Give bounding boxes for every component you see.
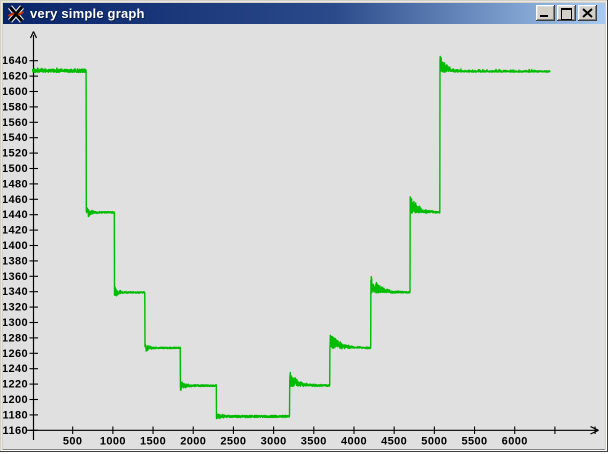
y-tick-label: 1280 xyxy=(3,332,28,344)
y-tick-label: 1300 xyxy=(3,317,28,329)
y-tick-label: 1520 xyxy=(3,148,28,160)
y-tick-label: 1580 xyxy=(3,101,28,113)
y-tick-label: 1180 xyxy=(3,409,28,421)
close-button[interactable] xyxy=(578,5,597,21)
y-tick-label: 1320 xyxy=(3,302,28,314)
window-title: very simple graph xyxy=(30,6,145,21)
x-tick-label: 5000 xyxy=(421,436,447,448)
x-tick-label: 1000 xyxy=(100,436,126,448)
y-tick-label: 1220 xyxy=(3,379,28,391)
y-tick-label: 1240 xyxy=(3,363,28,375)
x-tick-label: 5500 xyxy=(461,436,487,448)
y-tick-label: 1420 xyxy=(3,225,28,237)
y-tick-label: 1360 xyxy=(3,271,28,283)
y-tick-label: 1160 xyxy=(3,425,28,437)
x11-logo-graphic xyxy=(8,4,24,23)
y-tick-label: 1640 xyxy=(3,55,28,67)
x-tick-label: 1500 xyxy=(140,436,166,448)
y-tick-label: 1480 xyxy=(3,178,28,190)
minimize-button[interactable] xyxy=(536,5,555,21)
y-tick-label: 1440 xyxy=(3,209,28,221)
y-tick-label: 1540 xyxy=(3,132,28,144)
y-tick-label: 1340 xyxy=(3,286,28,298)
x-tick-label: 3500 xyxy=(301,436,327,448)
window-controls xyxy=(534,5,597,21)
x-tick-label: 4500 xyxy=(381,436,407,448)
minimize-icon xyxy=(540,15,548,17)
x-tick-label: 2500 xyxy=(220,436,246,448)
x-tick-label: 500 xyxy=(63,436,83,448)
y-tick-label: 1460 xyxy=(3,194,28,206)
data-curve xyxy=(31,55,551,420)
x-tick-label: 6000 xyxy=(502,436,528,448)
x-tick-label: 3000 xyxy=(261,436,287,448)
x-tick-label: 2000 xyxy=(180,436,206,448)
titlebar[interactable]: very simple graph xyxy=(3,3,605,24)
maximize-icon xyxy=(561,8,572,20)
y-tick-label: 1200 xyxy=(3,394,28,406)
maximize-button[interactable] xyxy=(557,5,576,21)
y-tick-label: 1560 xyxy=(3,117,28,129)
graph-canvas: 1640 1620 1600 1580 1560 1540 1520 1500 1480 1460… xyxy=(2,31,599,448)
y-axis-arrow-icon xyxy=(29,31,38,39)
y-tick-label: 1380 xyxy=(3,255,28,267)
y-tick-label: 1500 xyxy=(3,163,28,175)
y-tick-label: 1600 xyxy=(3,86,28,98)
x-axis-arrow-icon xyxy=(590,426,599,435)
y-tick-label: 1620 xyxy=(3,71,28,83)
y-tick-label: 1400 xyxy=(3,240,28,252)
y-tick-label: 1260 xyxy=(3,348,28,360)
x11-logo-icon[interactable] xyxy=(6,4,26,24)
plot-area: 1640 1620 1600 1580 1560 1540 1520 1500 1480 1460… xyxy=(2,24,605,450)
close-icon xyxy=(582,8,593,18)
x-tick-label: 4000 xyxy=(341,436,367,448)
